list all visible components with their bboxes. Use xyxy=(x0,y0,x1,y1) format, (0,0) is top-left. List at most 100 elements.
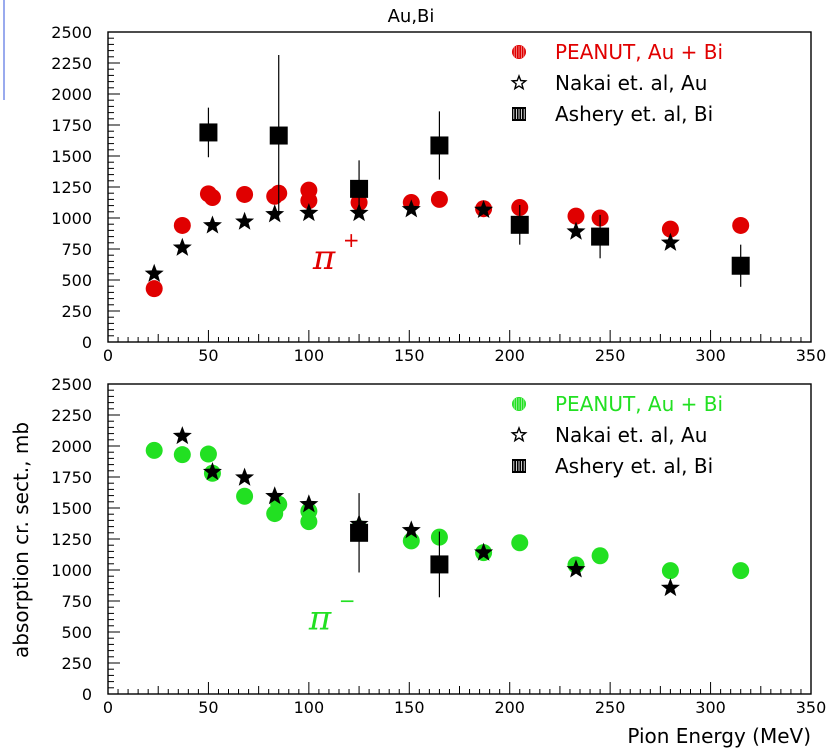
pion-symbol: π xyxy=(308,599,332,639)
ashery-point xyxy=(430,555,449,574)
nakai-point xyxy=(172,426,192,445)
x-tick-label: 50 xyxy=(198,698,218,717)
peanut-point xyxy=(145,441,163,459)
peanut-point xyxy=(591,547,609,565)
peanut-point xyxy=(236,185,254,203)
nakai-point xyxy=(265,204,285,223)
pion-charge: + xyxy=(343,228,360,252)
ashery-point xyxy=(350,179,369,198)
nakai-point xyxy=(202,462,222,481)
y-tick-label: 2250 xyxy=(51,54,92,73)
x-tick-label: 350 xyxy=(796,346,827,365)
peanut-point xyxy=(511,534,529,552)
nakai-point xyxy=(566,221,586,240)
series-square xyxy=(199,54,750,287)
peanut-point xyxy=(661,562,679,580)
peanut-point xyxy=(300,513,318,531)
x-tick-label: 200 xyxy=(494,346,525,365)
peanut-point xyxy=(145,280,163,298)
peanut-point xyxy=(732,562,750,580)
legend-star-inner xyxy=(514,430,524,440)
peanut-point xyxy=(203,189,221,207)
ashery-point xyxy=(510,215,529,234)
top-panel: 0 50 100 150 200 250 300 350 0 250 500 750 1000 1250 1… xyxy=(51,23,826,365)
nakai-point xyxy=(401,520,421,539)
x-tick-label: 0 xyxy=(103,346,113,365)
peanut-point xyxy=(173,446,191,464)
y-tick-label: 2500 xyxy=(51,375,92,394)
pion-charge: − xyxy=(339,589,356,613)
y-tick-label: 1500 xyxy=(51,147,92,166)
y-tick-label: 1500 xyxy=(51,499,92,518)
nakai-point xyxy=(474,199,494,219)
nakai-point xyxy=(202,215,222,234)
y-tick-label: 250 xyxy=(61,654,92,673)
nakai-point xyxy=(172,237,192,256)
pion-symbol: π xyxy=(312,238,336,278)
plot-title: Au,Bi xyxy=(388,6,435,27)
ashery-point xyxy=(731,256,750,275)
legend-label: PEANUT, Au + Bi xyxy=(555,40,723,64)
peanut-point xyxy=(236,487,254,505)
x-tick-label: 250 xyxy=(595,698,626,717)
peanut-point xyxy=(567,207,585,225)
ashery-point xyxy=(430,136,449,155)
x-axis-title: Pion Energy (MeV) xyxy=(627,724,811,748)
y-tick-label: 1000 xyxy=(51,209,92,228)
peanut-point xyxy=(402,532,420,550)
ashery-point xyxy=(269,126,288,145)
legend: PEANUT, Au + Bi Nakai et. al, Au Ashery et… xyxy=(510,392,723,478)
y-tick-label: 1250 xyxy=(51,530,92,549)
series-square xyxy=(350,493,449,598)
y-tick-label: 1000 xyxy=(51,561,92,580)
y-tick-label: 500 xyxy=(61,271,92,290)
peanut-point xyxy=(199,445,217,463)
ashery-point xyxy=(199,123,218,142)
nakai-point xyxy=(235,467,255,486)
y-tick-label: 500 xyxy=(61,623,92,642)
nakai-point xyxy=(474,542,494,561)
nakai-point xyxy=(660,577,680,597)
y-tick-label: 2000 xyxy=(51,85,92,104)
x-tick-label: 150 xyxy=(394,346,425,365)
y-tick-label: 2000 xyxy=(51,437,92,456)
y-tick-label: 2250 xyxy=(51,406,92,425)
peanut-point xyxy=(173,216,191,234)
nakai-point xyxy=(144,263,164,282)
y-tick-label: 0 xyxy=(82,333,92,352)
nakai-point xyxy=(401,199,421,218)
x-tick-label: 150 xyxy=(394,698,425,717)
y-tick-label: 250 xyxy=(61,302,92,321)
y-tick-label: 1750 xyxy=(51,116,92,135)
nakai-point xyxy=(235,211,255,230)
y-tick-label: 1750 xyxy=(51,468,92,487)
legend-label: Nakai et. al, Au xyxy=(555,423,707,447)
y-tick-label: 0 xyxy=(82,685,92,704)
x-tick-label: 100 xyxy=(294,698,325,717)
y-tick-label: 750 xyxy=(61,240,92,259)
ashery-point xyxy=(591,227,610,246)
ashery-point xyxy=(350,523,369,542)
peanut-point xyxy=(732,216,750,234)
nakai-point xyxy=(299,203,319,222)
x-tick-label: 300 xyxy=(695,346,726,365)
peanut-point xyxy=(430,190,448,208)
x-tick-label: 100 xyxy=(294,346,325,365)
legend-label: Nakai et. al, Au xyxy=(555,71,707,95)
legend-label: Ashery et. al, Bi xyxy=(555,454,713,478)
nakai-point xyxy=(265,486,285,505)
legend-label: Ashery et. al, Bi xyxy=(555,102,713,126)
x-tick-label: 0 xyxy=(103,698,113,717)
y-axis-title: absorption cr. sect., mb xyxy=(9,422,33,658)
y-tick-label: 1250 xyxy=(51,178,92,197)
x-tick-label: 50 xyxy=(198,346,218,365)
nakai-point xyxy=(660,232,680,251)
y-tick-label: 2500 xyxy=(51,23,92,42)
legend-star-inner xyxy=(514,78,524,88)
nakai-point xyxy=(299,494,319,513)
legend: PEANUT, Au + Bi Nakai et. al, Au Ashery et… xyxy=(510,40,723,126)
x-tick-label: 300 xyxy=(695,698,726,717)
x-tick-label: 200 xyxy=(494,698,525,717)
